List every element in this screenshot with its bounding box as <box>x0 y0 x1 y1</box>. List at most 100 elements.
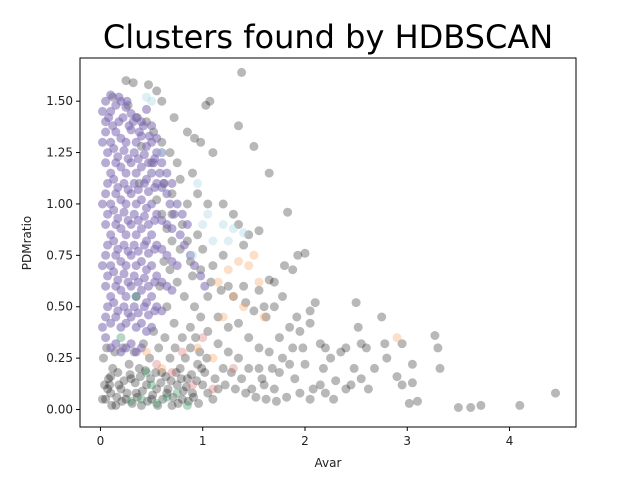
data-point <box>193 343 203 353</box>
data-point <box>228 292 238 301</box>
data-point <box>190 261 199 271</box>
data-point <box>101 250 111 260</box>
data-point <box>109 174 119 184</box>
data-point <box>106 318 116 328</box>
data-point <box>264 275 274 285</box>
data-point <box>200 281 210 291</box>
data-point <box>121 292 131 301</box>
data-point <box>182 220 192 229</box>
data-point <box>99 353 108 363</box>
data-point <box>192 376 202 386</box>
data-point <box>239 228 249 238</box>
y-tick-label: 0.00 <box>46 403 73 417</box>
data-point <box>103 384 113 394</box>
data-point <box>198 244 208 254</box>
data-point <box>101 158 111 168</box>
data-point <box>128 78 138 88</box>
data-point <box>101 312 111 322</box>
data-point <box>308 384 318 394</box>
data-point <box>144 80 153 90</box>
y-axis-label: PDMratio <box>20 216 34 271</box>
data-point <box>167 224 177 234</box>
series-1 <box>98 90 210 357</box>
series-2 <box>142 250 402 373</box>
data-point <box>223 265 233 275</box>
data-point <box>133 185 143 195</box>
data-point <box>267 363 277 373</box>
data-point <box>259 380 269 390</box>
data-point <box>177 394 187 404</box>
data-point <box>166 376 176 386</box>
data-point <box>130 378 140 388</box>
data-point <box>151 368 161 377</box>
data-point <box>109 205 119 215</box>
data-point <box>148 390 158 400</box>
data-point <box>295 388 305 398</box>
y-tick-label: 1.00 <box>46 197 73 211</box>
data-point <box>201 100 211 110</box>
data-point <box>112 392 122 402</box>
data-point <box>98 322 107 332</box>
data-point <box>280 261 289 271</box>
data-point <box>98 106 107 116</box>
data-point <box>228 292 238 301</box>
data-point <box>196 137 206 147</box>
data-point <box>239 302 249 312</box>
data-point <box>341 343 351 353</box>
data-point <box>158 394 168 404</box>
data-point <box>193 178 203 188</box>
data-point <box>145 353 154 363</box>
data-point <box>121 261 131 271</box>
data-point <box>121 394 131 404</box>
data-point <box>122 388 132 398</box>
data-point <box>161 372 171 382</box>
data-point <box>261 312 271 322</box>
data-point <box>234 121 243 131</box>
data-point <box>123 154 133 164</box>
data-point <box>113 152 123 162</box>
data-point <box>131 230 141 240</box>
data-point <box>139 240 149 250</box>
data-point <box>189 392 198 402</box>
data-point <box>290 374 300 384</box>
data-point <box>370 363 379 373</box>
data-point <box>150 306 160 316</box>
data-point <box>104 374 114 384</box>
data-point <box>123 277 133 287</box>
data-point <box>234 257 243 266</box>
data-point <box>223 347 233 357</box>
data-point <box>188 168 197 178</box>
data-point <box>131 292 141 301</box>
data-point <box>147 261 157 271</box>
data-point <box>254 277 264 287</box>
data-point <box>283 207 293 217</box>
data-point <box>208 353 218 363</box>
data-point <box>119 269 129 279</box>
data-point <box>407 359 417 369</box>
y-tick-label: 1.50 <box>46 94 73 108</box>
data-point <box>264 347 274 357</box>
y-tick-label: 0.75 <box>46 248 73 262</box>
data-point <box>172 199 182 209</box>
data-point <box>288 343 298 353</box>
data-point <box>159 178 169 188</box>
data-point <box>305 394 315 404</box>
data-point <box>397 339 407 349</box>
data-point <box>114 92 124 102</box>
x-axis: 0 1 2 3 4 <box>97 427 513 448</box>
data-point <box>172 158 182 168</box>
data-point <box>162 250 172 260</box>
data-point <box>133 246 143 256</box>
data-point <box>193 189 203 199</box>
data-point <box>264 168 274 178</box>
data-point <box>203 199 213 209</box>
data-point <box>196 312 206 322</box>
data-point <box>213 312 223 322</box>
data-point <box>185 322 195 332</box>
data-point <box>551 388 560 398</box>
data-point <box>165 265 175 275</box>
data-point <box>218 312 228 322</box>
data-point <box>169 113 179 123</box>
data-point <box>171 368 181 377</box>
data-point <box>228 363 238 373</box>
